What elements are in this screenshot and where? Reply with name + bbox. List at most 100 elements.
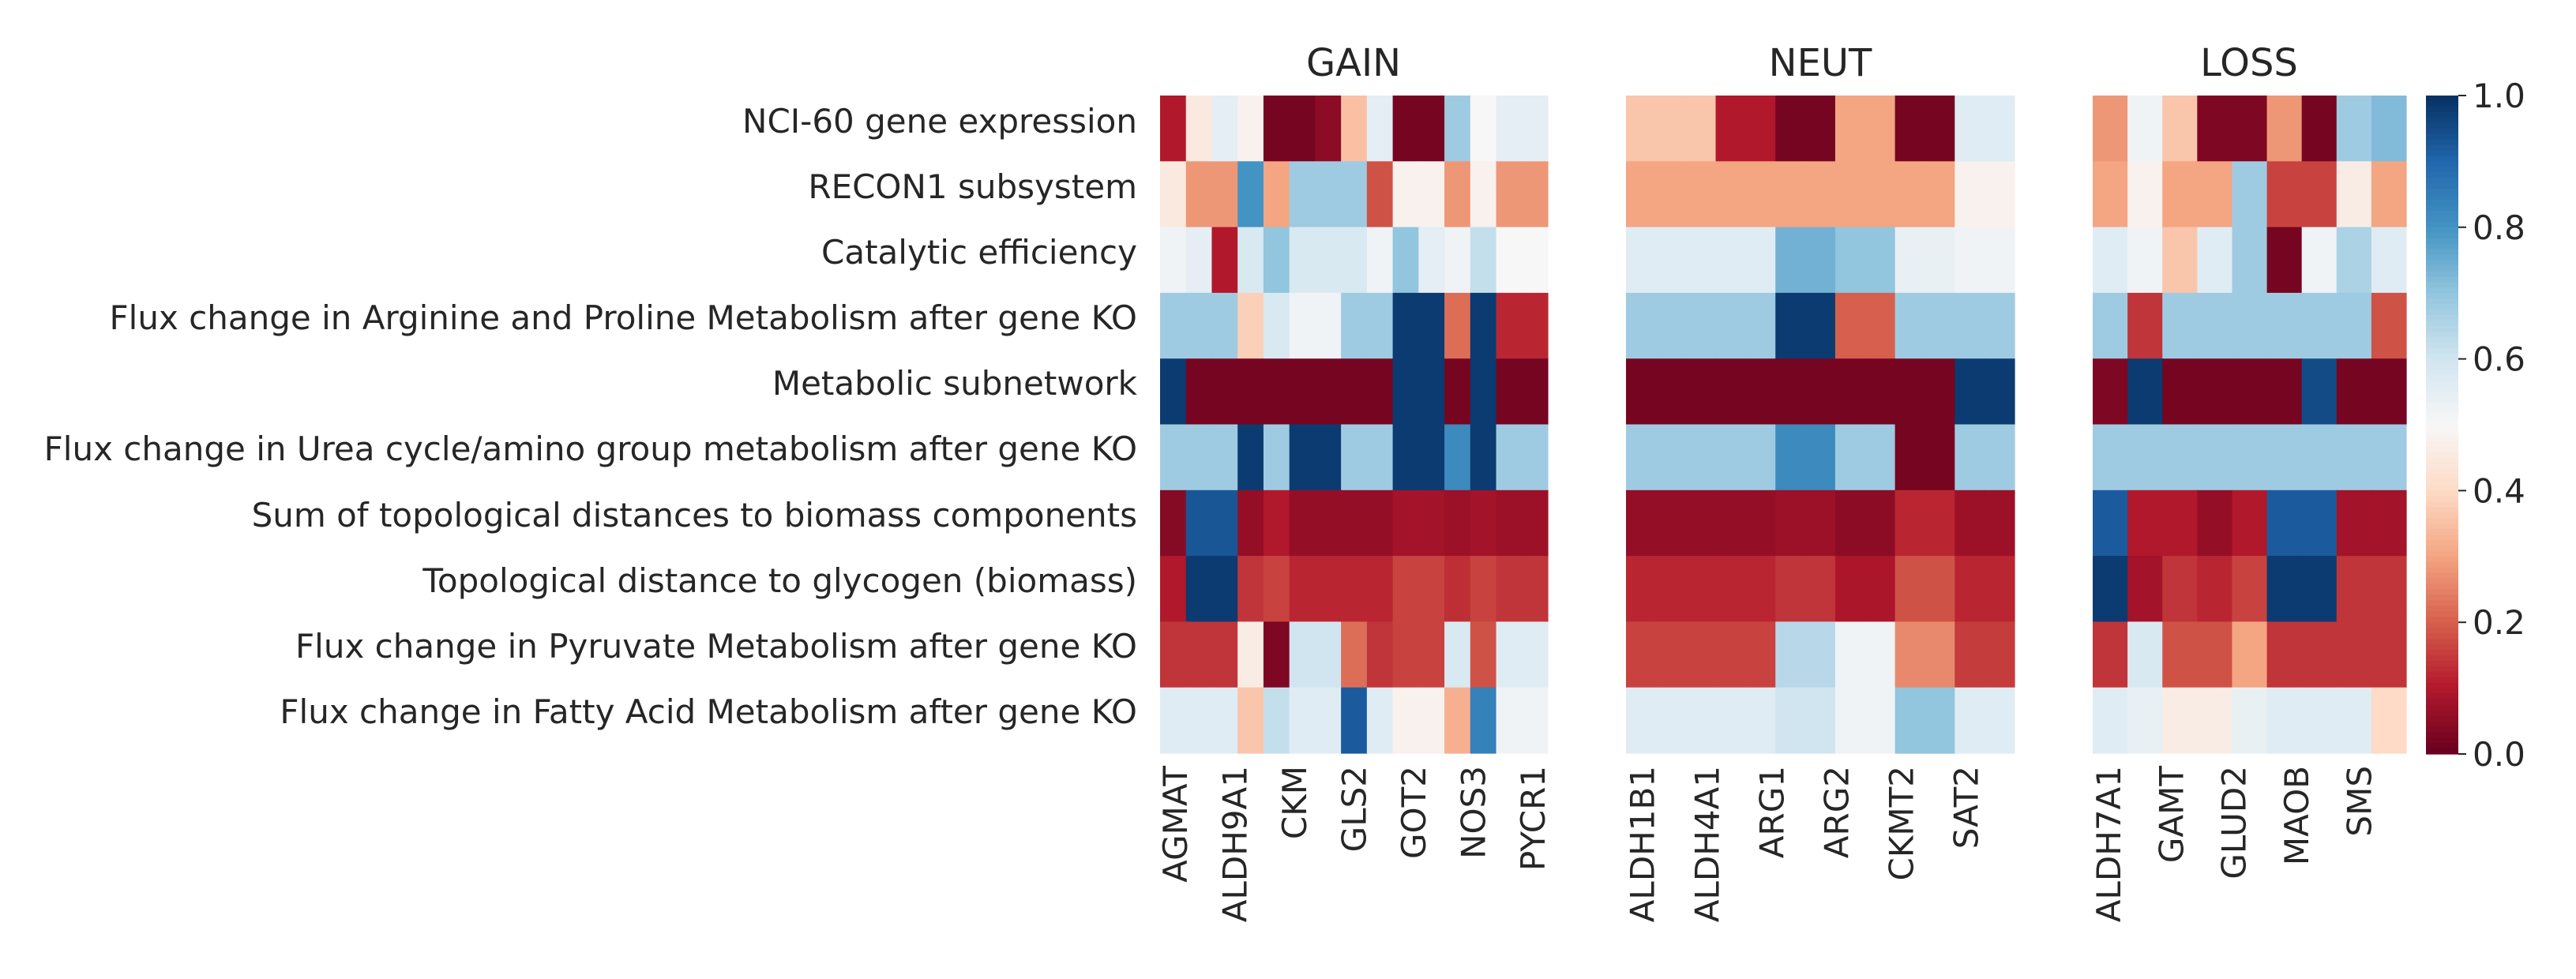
heatmap-cell (1805, 358, 1836, 426)
row-label: Topological distance to glycogen (biomas… (422, 561, 1137, 600)
heatmap-cell (1834, 292, 1866, 359)
heatmap-cell (1985, 227, 2015, 294)
heatmap-cell (1341, 96, 1368, 162)
colorbar-segment (2426, 96, 2458, 102)
heatmap-cell (1315, 161, 1342, 228)
colorbar-segment (2426, 397, 2458, 403)
heatmap-cell (1263, 621, 1290, 688)
heatmap-cell (1834, 490, 1866, 557)
heatmap-cell (2371, 161, 2407, 228)
heatmap-cell (2232, 490, 2268, 557)
heatmap-cell (1685, 490, 1717, 557)
colorbar-segment (2426, 260, 2458, 267)
heatmap-cell (2266, 424, 2303, 491)
heatmap-cell (2197, 556, 2233, 622)
heatmap-cell (2232, 687, 2268, 754)
colorbar-segment (2426, 704, 2458, 711)
row-label: Metabolic subnetwork (772, 364, 1138, 403)
colorbar-segment (2426, 194, 2458, 201)
heatmap-cell (1496, 96, 1523, 162)
heatmap-cell (1366, 687, 1394, 754)
heatmap-cell (1775, 687, 1806, 754)
row-label: Flux change in Pyruvate Metabolism after… (295, 627, 1137, 666)
colorbar-segment (2426, 644, 2458, 651)
colorbar-segment (2426, 699, 2458, 706)
heatmap-cell (1834, 621, 1866, 688)
heatmap-cell (2232, 96, 2268, 162)
colorbar-segment (2426, 100, 2458, 107)
heatmap-cell (2232, 424, 2268, 491)
heatmap-cell (2093, 96, 2128, 162)
heatmap-cell (1470, 161, 1497, 228)
heatmap-cell (1263, 556, 1290, 622)
heatmap-cell (1655, 96, 1687, 162)
colorbar-segment (2426, 595, 2458, 601)
heatmap-cell (2162, 424, 2198, 491)
heatmap-cell (1496, 161, 1523, 228)
heatmap-cell (1392, 424, 1419, 491)
heatmap-cell (1237, 424, 1264, 491)
colorbar-segment (2426, 429, 2458, 437)
heatmap-cell (1263, 358, 1290, 426)
heatmap-cell (1685, 358, 1717, 426)
heatmap-cell (1655, 490, 1687, 557)
colorbar-segment (2426, 726, 2458, 733)
heatmap-cell (1522, 292, 1549, 359)
heatmap-cell (2301, 292, 2338, 359)
heatmap-cell (2301, 556, 2338, 622)
heatmap-cell (1160, 227, 1187, 294)
colorbar-segment (2426, 463, 2458, 470)
heatmap-cell (1418, 292, 1445, 359)
heatmap-cell (1315, 96, 1342, 162)
colorbar-segment (2426, 677, 2458, 684)
colorbar-segment (2426, 271, 2458, 277)
heatmap-cell (2162, 292, 2198, 359)
heatmap-cell (1237, 687, 1264, 754)
heatmap-cell (2336, 621, 2372, 688)
heatmap-cell (2093, 292, 2128, 359)
colorbar-segment (2426, 578, 2458, 585)
heatmap-cell (2197, 161, 2233, 228)
heatmap-cell (1237, 556, 1264, 622)
heatmap-cell (1775, 358, 1806, 426)
heatmap-cell (1685, 556, 1717, 622)
colorbar-segment (2426, 589, 2458, 596)
heatmap-cell (1924, 292, 1955, 359)
heatmap-cell (1263, 490, 1290, 557)
heatmap-cell (1392, 161, 1419, 228)
heatmap-cell (2127, 358, 2163, 426)
heatmap-cell (1715, 687, 1746, 754)
heatmap-cell (1315, 621, 1342, 688)
heatmap-cell (2301, 621, 2338, 688)
heatmap-cell (1626, 424, 1657, 491)
colorbar-segment (2426, 200, 2458, 206)
heatmap-cell (1263, 292, 1290, 359)
colorbar-segment (2426, 156, 2458, 162)
colorbar-segment (2426, 265, 2458, 272)
heatmap-cell (1366, 96, 1394, 162)
colorbar-segment (2426, 254, 2458, 261)
heatmap-cell (1470, 490, 1497, 557)
heatmap-cell (1315, 490, 1342, 557)
colorbar-segment (2426, 446, 2458, 453)
heatmap-cell (1444, 292, 1471, 359)
colorbar-segment (2426, 249, 2458, 256)
heatmap-cell (1955, 227, 1985, 294)
colorbar-segment (2426, 221, 2458, 228)
colorbar-segment (2426, 490, 2458, 497)
heatmap-cell (1211, 490, 1238, 557)
heatmap-cell (1955, 687, 1985, 754)
colorbar-segment (2426, 682, 2458, 689)
heatmap-cell (2301, 490, 2338, 557)
heatmap-cell (1834, 96, 1866, 162)
colorbar-segment (2426, 496, 2458, 502)
heatmap-cell (2336, 161, 2372, 228)
heatmap-cell (2127, 687, 2163, 754)
colorbar-segment (2426, 358, 2458, 366)
heatmap-cell (1211, 227, 1238, 294)
column-tick-label: PYCR1 (1514, 766, 1553, 871)
heatmap-cell (1985, 621, 2015, 688)
heatmap-cell (1444, 358, 1471, 426)
heatmap-cell (1924, 556, 1955, 622)
heatmap-cell (1444, 227, 1471, 294)
